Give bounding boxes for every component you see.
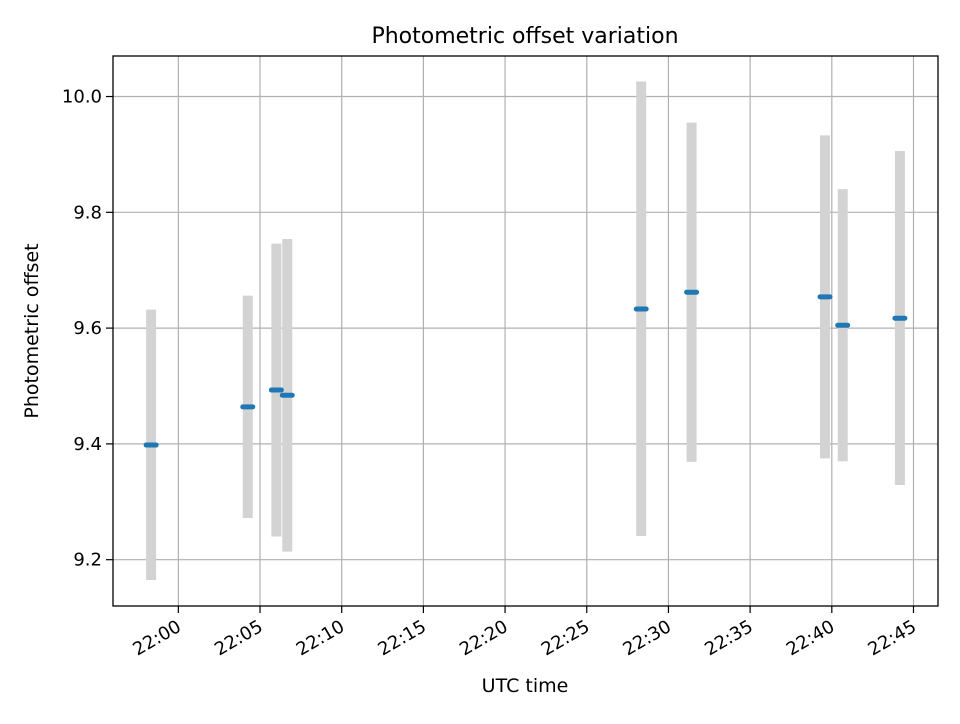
chart-title: Photometric offset variation — [371, 24, 678, 49]
x-tick-label: 22:00 — [129, 616, 184, 660]
y-axis-label: Photometric offset — [21, 243, 43, 418]
x-axis-label: UTC time — [482, 675, 569, 697]
x-tick-label: 22:40 — [783, 616, 838, 660]
x-tick-label: 22:10 — [293, 616, 348, 660]
x-tick-label: 22:45 — [865, 616, 920, 660]
y-axis-ticks: 9.2 9.4 9.6 9.8 10.0 — [62, 87, 113, 571]
y-tick-label: 9.4 — [73, 434, 102, 455]
y-tick-label: 9.2 — [73, 550, 102, 571]
x-axis-ticks: 22:00 22:05 22:10 22:15 22:20 22:25 22:30 22:35… — [129, 606, 920, 660]
y-tick-label: 9.8 — [73, 202, 102, 223]
y-tick-label: 10.0 — [62, 87, 102, 108]
x-tick-label: 22:20 — [456, 616, 511, 660]
x-tick-label: 22:35 — [701, 616, 756, 660]
x-tick-label: 22:30 — [620, 616, 675, 660]
error-bars — [146, 81, 905, 580]
x-tick-label: 22:25 — [538, 616, 593, 660]
y-tick-label: 9.6 — [73, 318, 102, 339]
x-tick-label: 22:05 — [211, 616, 266, 660]
data-points — [143, 289, 908, 448]
plot-area-frame — [112, 55, 939, 607]
grid-lines — [113, 56, 938, 606]
x-tick-label: 22:15 — [374, 616, 429, 660]
